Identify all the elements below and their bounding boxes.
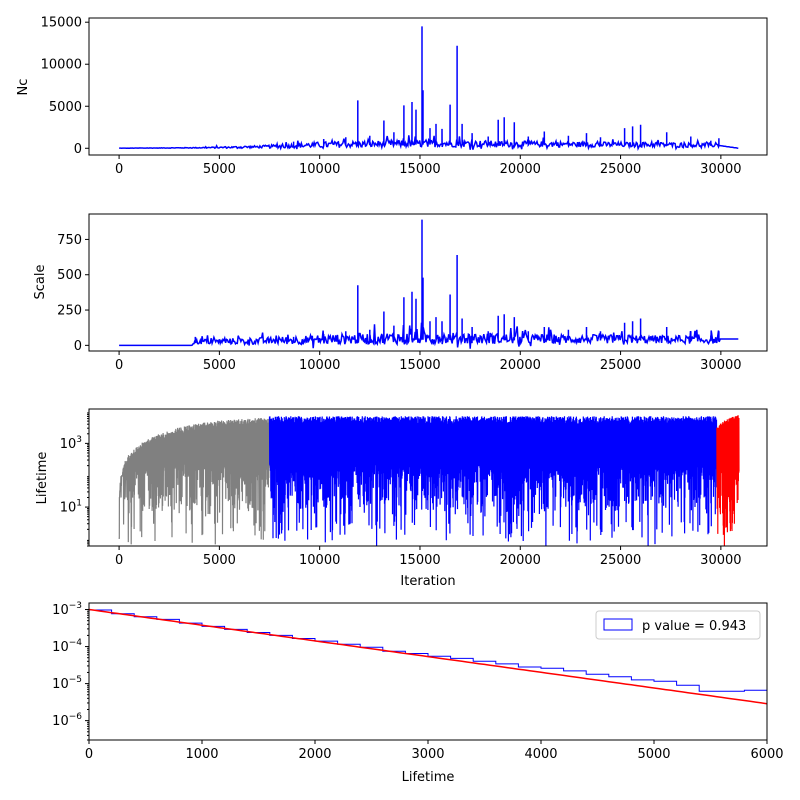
- x-tick-label: 2000: [298, 747, 331, 762]
- x-tick-label: 15000: [399, 162, 440, 177]
- lifetime-xlabel: Iteration: [400, 574, 455, 589]
- y-tick-label: 103: [60, 435, 82, 452]
- x-tick-label: 3000: [411, 747, 444, 762]
- scale-axes-frame: [88, 213, 768, 352]
- x-tick-label: 5000: [637, 747, 670, 762]
- legend-label: p value = 0.943: [642, 619, 746, 634]
- y-tick-label: 15000: [41, 16, 82, 31]
- scale-series-line: [119, 219, 739, 349]
- y-tick-label: 0: [74, 339, 82, 354]
- y-tick-label: 10−4: [52, 638, 82, 655]
- scale-ylabel: Scale: [33, 265, 48, 300]
- x-tick-label: 5000: [203, 358, 236, 373]
- nc-axes-frame: [88, 17, 768, 156]
- x-tick-label: 4000: [524, 747, 557, 762]
- lifetime-sampling-line: [268, 416, 718, 546]
- x-tick-label: 0: [115, 162, 123, 177]
- legend-swatch: [603, 618, 633, 631]
- y-tick-label: 500: [57, 268, 82, 283]
- nc-panel: 0 5000 10000 15000 20000 25000 30000 0 5000 10000…: [16, 16, 768, 177]
- x-tick-label: 10000: [299, 553, 340, 568]
- x-tick-label: 20000: [500, 358, 541, 373]
- histogram-ticks: 0 1000 2000 3000 4000 5000 6000 10−6 10−5 10−4 10−…: [52, 601, 783, 762]
- x-tick-label: 25000: [600, 162, 641, 177]
- histogram-plot-area: [89, 608, 767, 705]
- lifetime-ylabel: Lifetime: [35, 452, 50, 505]
- x-tick-label: 10000: [299, 162, 340, 177]
- lifetime-panel: 0 5000 10000 15000 20000 25000 30000 101 103 Lif…: [35, 408, 768, 589]
- x-tick-label: 30000: [700, 358, 741, 373]
- x-tick-label: 30000: [700, 162, 741, 177]
- x-tick-label: 0: [115, 358, 123, 373]
- y-tick-label: 750: [57, 233, 82, 248]
- y-tick-label: 101: [60, 499, 82, 516]
- scale-plot-area: [119, 219, 739, 349]
- lifetime-trace-group: [118, 415, 740, 546]
- lifetime-tail-line: [716, 415, 740, 546]
- scale-ticks: 0 5000 10000 15000 20000 25000 30000 0 250 500 750: [57, 233, 741, 373]
- x-tick-label: 25000: [600, 358, 641, 373]
- x-tick-label: 0: [85, 747, 93, 762]
- x-tick-label: 5000: [203, 553, 236, 568]
- nc-plot-area: [119, 26, 739, 152]
- lifetime-plot-area: [118, 415, 740, 546]
- legend: p value = 0.943: [595, 610, 761, 640]
- x-tick-label: 15000: [399, 553, 440, 568]
- x-tick-label: 15000: [399, 358, 440, 373]
- lifetime-ticks: 0 5000 10000 15000 20000 25000 30000 101 103: [60, 412, 742, 568]
- x-tick-label: 30000: [700, 553, 741, 568]
- histogram-xlabel: Lifetime: [402, 770, 455, 785]
- y-tick-label: 10−3: [52, 601, 82, 618]
- y-tick-label: 10000: [41, 58, 82, 73]
- nc-ylabel: Nc: [16, 79, 31, 96]
- x-tick-label: 25000: [600, 553, 641, 568]
- y-tick-label: 10−5: [52, 675, 82, 692]
- y-tick-label: 10−6: [52, 712, 82, 729]
- x-tick-label: 1000: [185, 747, 218, 762]
- x-tick-label: 6000: [750, 747, 783, 762]
- y-tick-label: 0: [74, 142, 82, 157]
- lifetime-axes-frame: [88, 408, 768, 547]
- y-tick-label: 250: [57, 304, 82, 319]
- x-tick-label: 5000: [203, 162, 236, 177]
- lifetime-burn-in-line: [118, 418, 271, 545]
- histogram-group: [89, 608, 767, 705]
- histogram-panel: 0 1000 2000 3000 4000 5000 6000 10−6 10−5 10−4 10−…: [52, 601, 783, 785]
- scale-panel: 0 5000 10000 15000 20000 25000 30000 0 250 500 750…: [33, 213, 768, 373]
- y-tick-label: 5000: [49, 100, 82, 115]
- fit-line: [89, 608, 767, 705]
- x-tick-label: 20000: [500, 553, 541, 568]
- legend-box: [595, 610, 761, 640]
- nc-ticks: 0 5000 10000 15000 20000 25000 30000 0 5000 10000…: [41, 16, 742, 177]
- x-tick-label: 20000: [500, 162, 541, 177]
- x-tick-label: 0: [115, 553, 123, 568]
- x-tick-label: 10000: [299, 358, 340, 373]
- nc-series-line: [119, 26, 739, 152]
